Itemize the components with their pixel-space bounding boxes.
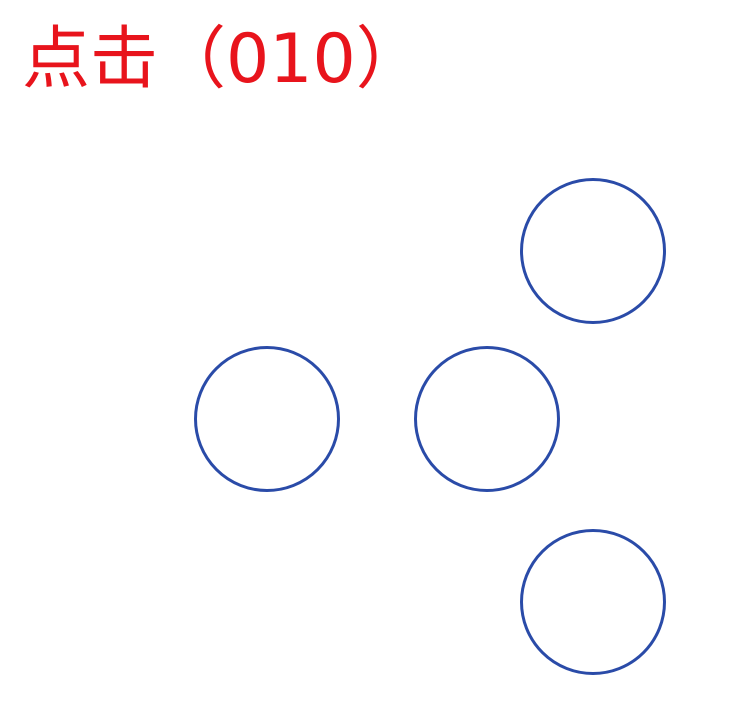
instruction-text: 点击（010） <box>22 20 424 99</box>
circle-target-bottom-right[interactable] <box>520 529 666 675</box>
circle-target-top-right[interactable] <box>520 178 666 324</box>
circle-target-middle-left[interactable] <box>194 346 340 492</box>
circle-target-middle-center[interactable] <box>414 346 560 492</box>
